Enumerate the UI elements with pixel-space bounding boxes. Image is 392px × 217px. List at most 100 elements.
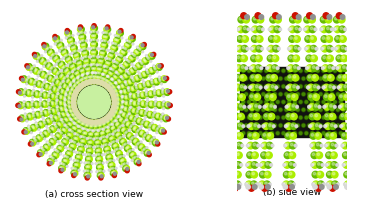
Circle shape xyxy=(318,105,321,109)
Circle shape xyxy=(103,143,107,148)
Circle shape xyxy=(72,107,78,113)
Circle shape xyxy=(56,106,59,108)
Circle shape xyxy=(120,69,124,74)
Circle shape xyxy=(286,185,292,191)
Circle shape xyxy=(50,68,52,70)
Circle shape xyxy=(39,102,41,104)
Circle shape xyxy=(39,93,44,98)
Circle shape xyxy=(288,101,290,103)
Circle shape xyxy=(33,53,36,56)
Circle shape xyxy=(118,87,120,89)
Circle shape xyxy=(116,115,121,119)
Circle shape xyxy=(39,122,41,124)
Circle shape xyxy=(104,65,109,69)
Circle shape xyxy=(51,127,53,129)
Circle shape xyxy=(123,128,125,130)
Circle shape xyxy=(56,93,59,95)
Circle shape xyxy=(100,81,103,84)
Circle shape xyxy=(71,140,76,145)
Circle shape xyxy=(299,69,303,73)
Circle shape xyxy=(68,71,73,76)
Circle shape xyxy=(65,125,67,127)
Circle shape xyxy=(125,103,127,105)
Circle shape xyxy=(45,146,50,150)
Circle shape xyxy=(107,126,109,129)
Circle shape xyxy=(93,54,98,59)
Circle shape xyxy=(53,70,55,72)
Circle shape xyxy=(80,84,82,86)
Circle shape xyxy=(20,76,24,81)
Circle shape xyxy=(63,100,68,105)
Circle shape xyxy=(250,95,253,97)
Circle shape xyxy=(299,70,302,72)
Circle shape xyxy=(39,92,44,96)
Circle shape xyxy=(60,143,62,145)
Circle shape xyxy=(109,67,112,70)
Circle shape xyxy=(42,116,44,119)
Circle shape xyxy=(331,134,334,136)
Circle shape xyxy=(317,171,323,178)
Circle shape xyxy=(67,35,69,37)
Circle shape xyxy=(79,35,84,40)
Circle shape xyxy=(113,98,116,100)
Circle shape xyxy=(159,130,164,134)
Circle shape xyxy=(93,80,95,82)
Circle shape xyxy=(70,111,72,113)
Circle shape xyxy=(23,95,26,97)
Circle shape xyxy=(104,74,107,77)
Circle shape xyxy=(122,114,124,116)
Circle shape xyxy=(339,131,343,135)
Circle shape xyxy=(162,92,163,94)
Circle shape xyxy=(274,46,276,49)
Circle shape xyxy=(99,169,104,174)
Circle shape xyxy=(39,104,41,106)
Circle shape xyxy=(115,43,117,45)
Circle shape xyxy=(73,45,77,50)
Circle shape xyxy=(323,66,326,68)
Circle shape xyxy=(109,58,111,60)
Circle shape xyxy=(154,102,156,104)
Circle shape xyxy=(274,26,281,33)
Circle shape xyxy=(73,94,76,97)
Circle shape xyxy=(290,163,292,165)
Circle shape xyxy=(264,69,268,73)
Circle shape xyxy=(136,159,141,164)
Circle shape xyxy=(99,63,104,68)
Circle shape xyxy=(285,93,287,95)
Circle shape xyxy=(48,159,50,161)
Circle shape xyxy=(91,72,93,73)
Circle shape xyxy=(74,91,77,94)
Circle shape xyxy=(143,59,145,61)
Circle shape xyxy=(94,141,99,145)
Circle shape xyxy=(40,112,45,117)
Circle shape xyxy=(150,68,152,70)
Circle shape xyxy=(142,120,144,122)
Circle shape xyxy=(325,108,328,111)
Circle shape xyxy=(142,95,143,97)
Circle shape xyxy=(96,129,98,131)
Circle shape xyxy=(122,164,124,166)
Circle shape xyxy=(110,67,114,72)
Circle shape xyxy=(142,82,147,87)
Circle shape xyxy=(145,121,150,126)
Circle shape xyxy=(58,129,60,132)
Circle shape xyxy=(74,49,79,54)
Circle shape xyxy=(44,145,46,147)
Circle shape xyxy=(340,27,343,30)
Circle shape xyxy=(47,120,52,125)
Circle shape xyxy=(264,100,268,104)
Circle shape xyxy=(69,91,73,96)
Circle shape xyxy=(136,114,139,117)
Circle shape xyxy=(76,77,79,79)
Circle shape xyxy=(256,76,258,78)
Circle shape xyxy=(98,170,100,172)
Circle shape xyxy=(331,171,338,178)
Circle shape xyxy=(148,136,150,138)
Circle shape xyxy=(44,138,46,140)
Circle shape xyxy=(80,116,82,118)
Circle shape xyxy=(41,82,46,87)
Circle shape xyxy=(29,78,34,83)
Circle shape xyxy=(65,111,67,113)
Circle shape xyxy=(70,119,75,124)
Circle shape xyxy=(114,82,116,84)
